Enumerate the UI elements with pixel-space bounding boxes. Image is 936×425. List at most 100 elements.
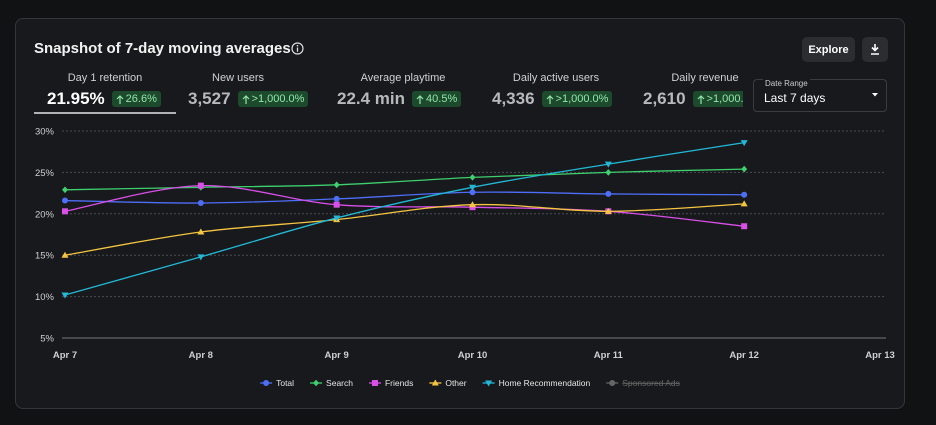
point xyxy=(333,195,340,202)
point xyxy=(604,207,612,214)
y-tick-label: 25% xyxy=(35,168,55,179)
point xyxy=(197,200,204,207)
up-arrow xyxy=(416,94,424,104)
x-tick-label: Apr 7 xyxy=(53,350,77,361)
kpi-value: 3,527 xyxy=(188,89,231,108)
point xyxy=(741,191,748,198)
kpi-change: 40.5% xyxy=(426,93,458,105)
legend-item[interactable]: Sponsored Ads xyxy=(606,378,680,388)
point xyxy=(740,200,748,207)
up-arrow xyxy=(242,94,249,104)
point xyxy=(469,174,476,181)
kpi-label: Average playtime xyxy=(360,72,446,84)
point xyxy=(62,186,68,194)
kpi-change-badge: >1,000.0% xyxy=(541,91,613,107)
legend-item[interactable]: Home Recommendation xyxy=(482,378,591,388)
kpi-value: 2,610 xyxy=(643,89,686,108)
kpi-value-row: 3,527 >1,000.0% xyxy=(188,89,309,109)
legend-label: Search xyxy=(326,378,353,388)
date-range-label: Date Range xyxy=(763,79,810,88)
point xyxy=(333,215,341,222)
kpi: New users 3,527 >1,000.0% xyxy=(34,68,743,116)
up-arrow xyxy=(697,94,704,104)
download-button[interactable] xyxy=(862,37,888,62)
download-icon xyxy=(871,44,879,55)
series-line xyxy=(64,141,745,296)
kpi-label: Day 1 retention xyxy=(67,72,143,84)
legend-item[interactable]: Total xyxy=(260,378,294,388)
kpi-value: 4,336 xyxy=(492,89,535,108)
legend-label: Total xyxy=(276,378,294,388)
kpi-value-row: 22.4 min 40.5% xyxy=(337,89,462,109)
legend-item[interactable]: Friends xyxy=(368,378,413,388)
kpi: Day 1 retention 21.95% 26.6% xyxy=(34,68,743,116)
point xyxy=(605,190,612,197)
kpi: Average playtime 22.4 min 40.5% xyxy=(34,68,743,116)
up-arrow xyxy=(116,94,124,104)
series-line xyxy=(64,184,745,227)
up-arrow xyxy=(546,94,553,104)
kpi-change-badge: >1,000.0% xyxy=(692,91,743,107)
legend-label: Sponsored Ads xyxy=(622,378,680,388)
x-tick-label: Apr 11 xyxy=(594,350,624,361)
legend-item[interactable]: Search xyxy=(310,378,353,388)
point xyxy=(604,161,612,168)
legend-label: Other xyxy=(445,378,466,388)
kpi-change: 26.6% xyxy=(125,93,157,105)
series-line xyxy=(64,168,745,191)
kpi-value-row: 21.95% 26.6% xyxy=(47,89,161,109)
x-tick-label: Apr 10 xyxy=(458,350,488,361)
legend-label: Home Recommendation xyxy=(499,378,591,388)
point xyxy=(197,254,205,261)
point xyxy=(741,223,748,230)
y-tick-label: 10% xyxy=(35,292,55,303)
kpi-label: New users xyxy=(212,72,264,84)
point xyxy=(333,181,340,189)
point xyxy=(605,169,612,176)
point xyxy=(469,201,476,208)
kpi-change: >1,000.0% xyxy=(706,93,743,105)
point xyxy=(469,184,476,191)
point xyxy=(485,380,493,387)
info-icon[interactable] xyxy=(291,42,304,55)
kpi-label: Daily revenue xyxy=(671,72,739,84)
dropdown-caret xyxy=(872,93,878,97)
y-tick-label: 15% xyxy=(35,251,55,262)
point xyxy=(431,379,439,386)
point xyxy=(197,182,204,189)
point xyxy=(741,165,748,173)
point xyxy=(197,228,205,235)
x-tick-label: Apr 13 xyxy=(865,350,895,361)
point xyxy=(333,201,340,208)
kpi: Daily active users 4,336 >1,000.0% xyxy=(34,68,743,116)
point xyxy=(371,380,378,386)
point xyxy=(469,189,476,196)
y-tick-label: 30% xyxy=(35,127,55,138)
legend-label: Friends xyxy=(385,378,413,388)
title: Snapshot of 7-day moving averages xyxy=(34,40,291,57)
legend-item[interactable]: Other xyxy=(429,378,467,388)
x-tick-label: Apr 12 xyxy=(729,350,759,361)
kpi: Daily revenue 2,610 >1,000.0% xyxy=(34,68,743,116)
kpi-change-badge: 40.5% xyxy=(412,91,462,107)
explore-button[interactable]: Explore xyxy=(802,37,855,62)
point xyxy=(609,380,616,386)
kpi-value-row: 2,610 >1,000.0% xyxy=(643,89,743,109)
y-tick-label: 20% xyxy=(35,209,55,220)
kpi-row: Day 1 retention 21.95% 26.6% New users 3,527… xyxy=(34,68,743,116)
x-tick-label: Apr 8 xyxy=(189,350,213,361)
kpi-change-badge: >1,000.0% xyxy=(237,91,309,107)
point xyxy=(263,380,270,386)
kpi-label: Daily active users xyxy=(512,72,600,84)
point xyxy=(61,292,69,299)
kpi-value: 21.95% xyxy=(47,89,105,108)
point xyxy=(62,208,68,215)
point xyxy=(61,251,69,258)
date-range-value: Last 7 days xyxy=(764,91,826,105)
y-tick-label: 5% xyxy=(40,334,54,345)
date-range-select[interactable]: Date Range Last 7 days xyxy=(753,79,887,112)
kpi-change: >1,000.0% xyxy=(555,93,609,105)
series-line xyxy=(64,191,745,204)
kpi-value: 22.4 min xyxy=(337,89,406,108)
